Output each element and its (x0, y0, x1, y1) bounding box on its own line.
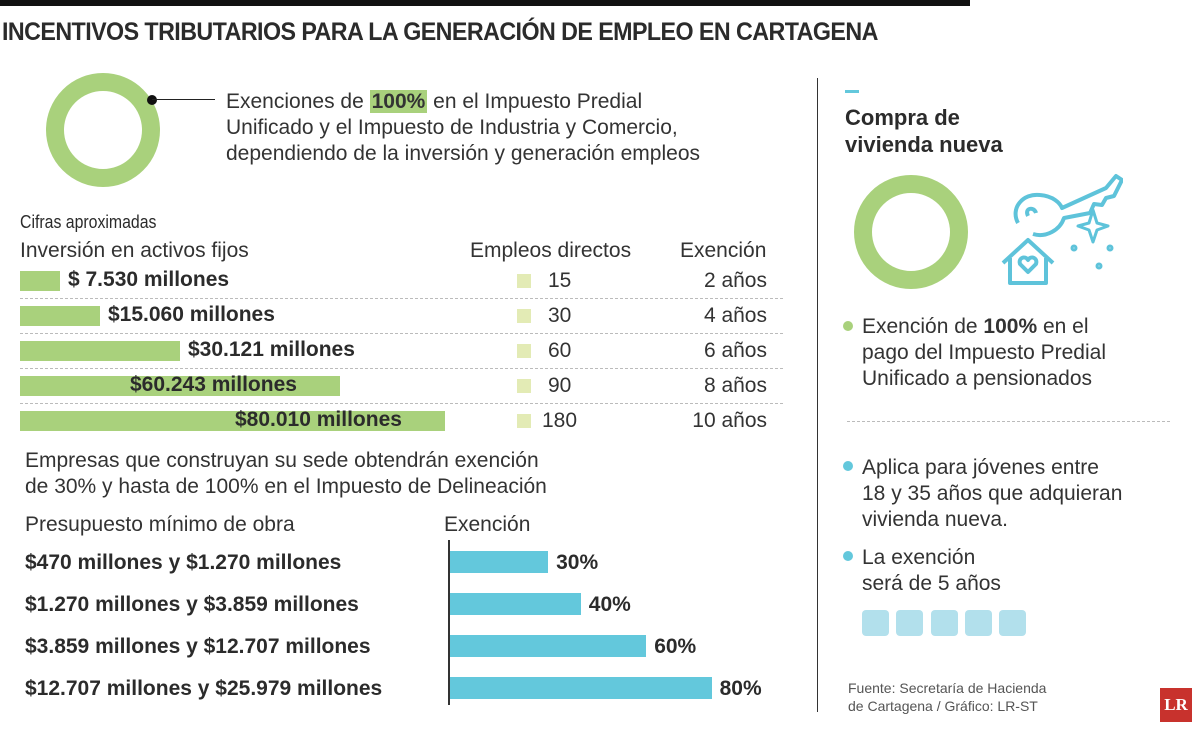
investment-bar (20, 411, 445, 431)
investment-label: $30.121 millones (187, 338, 355, 361)
b1-post: en el (1037, 315, 1089, 338)
b2-line3: vivienda nueva. (862, 508, 1008, 531)
bullet-pensionados: Exención de 100% en el pago del Impuesto … (862, 314, 1106, 392)
employee-square-icon (517, 309, 531, 323)
delineacion-line2: de 30% y hasta de 100% en el Impuesto de… (25, 475, 547, 498)
exemption-label: 30% (556, 551, 599, 574)
budget-range: $12.707 millones y $25.979 millones (25, 677, 383, 700)
b3-line2: será de 5 años (862, 572, 1001, 595)
top-rule (0, 0, 970, 6)
empleos-value: 180 (542, 409, 578, 432)
header-presupuesto: Presupuesto mínimo de obra (25, 513, 295, 536)
exemption-label: 40% (588, 593, 631, 616)
investment-bar (20, 271, 60, 291)
accent-dash (845, 90, 859, 93)
lr-logo: LR (1160, 688, 1192, 722)
exencion-value: 6 años (703, 339, 767, 362)
budget-range: $3.859 millones y $12.707 millones (25, 635, 371, 658)
investment-bar (20, 376, 340, 396)
source-line1: Fuente: Secretaría de Hacienda (848, 680, 1047, 696)
empleos-value: 90 (548, 374, 572, 397)
investment-bar (20, 306, 100, 326)
row-separator (20, 403, 783, 404)
investment-label: $60.243 millones (130, 373, 297, 396)
exemption-bar (450, 677, 712, 699)
empleos-value: 15 (548, 269, 572, 292)
empleos-value: 60 (548, 339, 572, 362)
bullet-cyan (843, 551, 853, 561)
investment-label: $15.060 millones (107, 303, 275, 326)
employee-square-icon (517, 274, 531, 288)
row-separator (20, 298, 783, 299)
exemption-bar (450, 635, 647, 657)
investment-label: $80.010 millones (235, 408, 402, 431)
exemption-label: 60% (654, 635, 697, 658)
bullet-jovenes: Aplica para jóvenes entre 18 y 35 años qu… (862, 455, 1122, 533)
empleos-value: 30 (548, 304, 572, 327)
exemption-bar (450, 593, 581, 615)
intro-post: en el Impuesto Predial (427, 90, 643, 113)
source-line2: de Cartagena / Gráfico: LR-ST (848, 698, 1038, 714)
exencion-value: 8 años (703, 374, 767, 397)
key-house-icon (1001, 174, 1123, 285)
pointer-line (152, 99, 215, 100)
exencion-value: 2 años (703, 269, 767, 292)
axis-line (448, 540, 450, 705)
year-square-icon (999, 610, 1027, 636)
intro-pre: Exenciones de (226, 90, 370, 113)
delineacion-text: Empresas que construyan su sede obtendrá… (25, 448, 547, 500)
source: Fuente: Secretaría de Hacienda de Cartage… (848, 679, 1046, 715)
exencion-value: 4 años (703, 304, 767, 327)
employee-square-icon (517, 379, 531, 393)
investment-label: $ 7.530 millones (67, 268, 230, 291)
delineacion-line1: Empresas que construyan su sede obtendrá… (25, 449, 539, 472)
row-separator (20, 333, 783, 334)
b1-line3: Unificado a pensionados (862, 367, 1092, 390)
side-title-2: vivienda nueva (845, 132, 1003, 157)
side-title-1: Compra de (845, 105, 960, 130)
year-square-icon (862, 610, 889, 636)
exemption-label: 80% (719, 677, 762, 700)
page-title: INCENTIVOS TRIBUTARIOS PARA LA GENERACIÓ… (2, 18, 878, 46)
b2-line1: Aplica para jóvenes entre (862, 456, 1099, 479)
side-separator (847, 421, 1170, 422)
b1-pre: Exención de (862, 315, 984, 338)
exencion-value: 10 años (692, 409, 767, 432)
divider (817, 78, 818, 712)
pointer-dot (147, 95, 157, 105)
header-empleos: Empleos directos (470, 239, 632, 262)
intro-line2: Unificado y el Impuesto de Industria y C… (226, 116, 678, 139)
employee-square-icon (517, 414, 531, 428)
investment-bar (20, 341, 180, 361)
budget-range: $1.270 millones y $3.859 millones (25, 593, 359, 616)
budget-range: $470 millones y $1.270 millones (25, 551, 342, 574)
donut-100-icon (46, 73, 160, 187)
b1-bold: 100% (983, 315, 1038, 338)
intro-text: Exenciones de 100% en el Impuesto Predia… (226, 89, 700, 167)
intro-line3: dependiendo de la inversión y generación… (226, 142, 700, 165)
header-exencion: Exención (680, 239, 767, 262)
b3-line1: La exención (862, 546, 976, 569)
bullet-cyan (843, 461, 853, 471)
donut-100-icon (854, 175, 968, 289)
side-title: Compra de vivienda nueva (845, 104, 1003, 158)
row-separator (20, 368, 783, 369)
intro-highlight: 100% (369, 90, 428, 113)
header-exencion-2: Exención (444, 513, 531, 536)
b2-line2: 18 y 35 años que adquieran (862, 482, 1123, 505)
year-square-icon (964, 610, 992, 636)
bullet-5-anos: La exención será de 5 años (862, 545, 1001, 597)
year-square-icon (930, 610, 958, 636)
header-inversion: Inversión en activos fijos (20, 239, 249, 262)
year-square-icon (896, 610, 924, 636)
note: Cifras aproximadas (20, 212, 157, 232)
exemption-bar (450, 551, 549, 573)
employee-square-icon (517, 344, 531, 358)
b1-line2: pago del Impuesto Predial (862, 341, 1106, 364)
bullet-green (843, 321, 853, 331)
